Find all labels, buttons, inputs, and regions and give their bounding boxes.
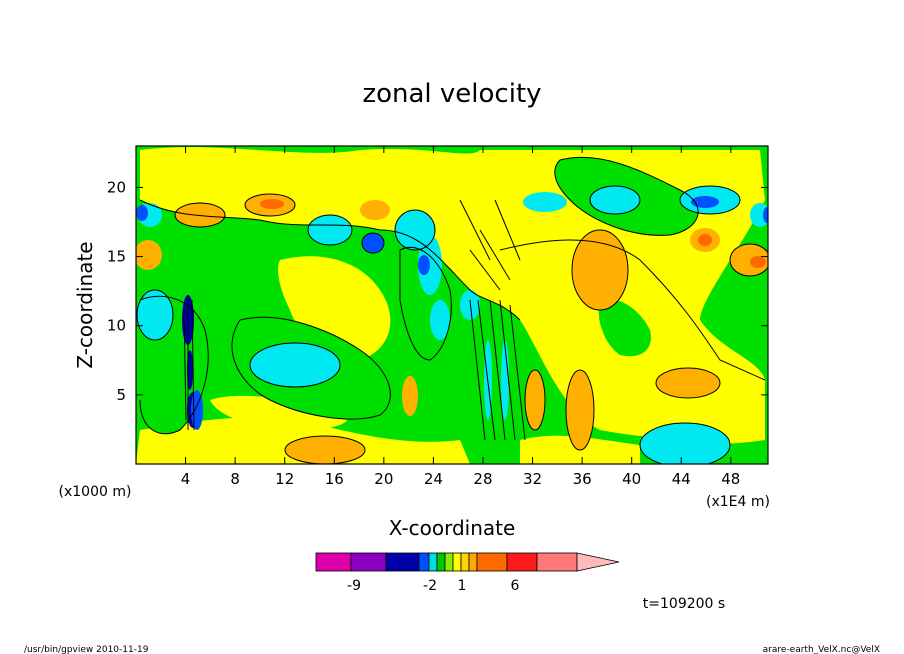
y-tick-label: 5 xyxy=(116,386,126,404)
contour-region-blue xyxy=(691,196,719,208)
x-tick-label: 16 xyxy=(325,470,344,488)
x-tick-label: 4 xyxy=(181,470,191,488)
contour-region-cyan xyxy=(501,340,509,420)
contour-region-orange xyxy=(360,200,390,220)
contour-region-orange xyxy=(285,436,365,464)
x-axis: 4 8 12 16 20 24 28 32 36 40 44 48 xyxy=(181,146,740,488)
x-tick-label: 12 xyxy=(275,470,294,488)
x-tick-label: 20 xyxy=(374,470,393,488)
colorbar-segment xyxy=(418,552,430,572)
y-axis-unit: (x1000 m) xyxy=(59,484,132,500)
contour-region-cyan xyxy=(308,215,352,245)
x-tick-label: 8 xyxy=(230,470,240,488)
x-axis-unit: (x1E4 m) xyxy=(706,494,770,510)
contour-region-dark-orange xyxy=(750,256,766,268)
colorbar-tick-label: -2 xyxy=(423,578,437,594)
contour-region-cyan xyxy=(250,343,340,387)
colorbar-segment xyxy=(476,552,508,572)
colorbar-tick-label: 1 xyxy=(458,578,467,594)
footer-left: /usr/bin/gpview 2010-11-19 xyxy=(24,645,149,654)
colorbar-segment xyxy=(350,552,387,572)
contour-region-cyan xyxy=(750,203,768,227)
contour-region-orange xyxy=(175,203,225,227)
x-tick-label: 48 xyxy=(721,470,740,488)
colorbar-segment xyxy=(468,552,478,572)
contour-lines xyxy=(136,156,768,464)
colorbar-labels: -9 -2 1 6 xyxy=(347,578,520,594)
x-tick-label: 28 xyxy=(473,470,492,488)
colorbar-tick-label: -9 xyxy=(347,578,361,594)
contour-region-orange xyxy=(402,376,418,416)
contour-region-cyan xyxy=(460,290,480,320)
contour-region-orange xyxy=(572,230,628,310)
x-axis-title: X-coordinate xyxy=(389,516,516,540)
contour-region-dark-orange xyxy=(260,199,284,209)
colorbar-extension xyxy=(576,552,620,572)
y-tick-label: 15 xyxy=(107,248,126,266)
plot-frame xyxy=(135,145,769,465)
contour-region-blue xyxy=(136,205,148,221)
contour-region-green xyxy=(598,299,651,357)
contour-region-blue xyxy=(418,255,430,275)
contour-region-orange xyxy=(136,240,162,270)
contour-region-cyan xyxy=(523,192,567,212)
colorbar xyxy=(315,552,620,572)
x-tick-label: 44 xyxy=(672,470,691,488)
x-tick-label: 32 xyxy=(523,470,542,488)
contour-region-orange xyxy=(656,368,720,398)
footer-right: arare-earth_VelX.nc@VelX xyxy=(763,645,880,654)
y-axis: 5 10 15 20 xyxy=(107,178,768,404)
colorbar-tick-label: 6 xyxy=(511,578,520,594)
contour-region-orange xyxy=(525,370,545,430)
contour-region-cyan xyxy=(137,290,173,340)
contour-region-cyan xyxy=(590,186,640,214)
y-tick-label: 10 xyxy=(107,317,126,335)
plot-field xyxy=(136,146,768,464)
contour-region-blue xyxy=(763,207,768,223)
contour-region-cyan xyxy=(640,423,730,464)
colorbar-segment xyxy=(436,552,446,572)
x-tick-label: 24 xyxy=(424,470,443,488)
time-label: t=109200 s xyxy=(643,596,725,612)
colorbar-segment xyxy=(315,552,352,572)
colorbar-segment xyxy=(385,552,420,572)
contour-region-dark-orange xyxy=(698,234,712,246)
y-axis-title: Z-coordinate xyxy=(73,241,97,368)
x-tick-label: 40 xyxy=(622,470,641,488)
x-tick-label: 36 xyxy=(573,470,592,488)
colorbar-segment xyxy=(444,552,454,572)
colorbar-segment xyxy=(460,552,470,572)
colorbar-segment xyxy=(452,552,462,572)
contour-region-cyan xyxy=(430,300,450,340)
contour-region-blue xyxy=(362,233,384,253)
colorbar-segment xyxy=(428,552,438,572)
chart-title: zonal velocity xyxy=(362,79,541,109)
contour-region-orange xyxy=(566,370,594,450)
contour-region-orange xyxy=(730,244,768,276)
colorbar-segment xyxy=(506,552,538,572)
colorbar-segment xyxy=(536,552,578,572)
y-tick-label: 20 xyxy=(107,178,126,196)
